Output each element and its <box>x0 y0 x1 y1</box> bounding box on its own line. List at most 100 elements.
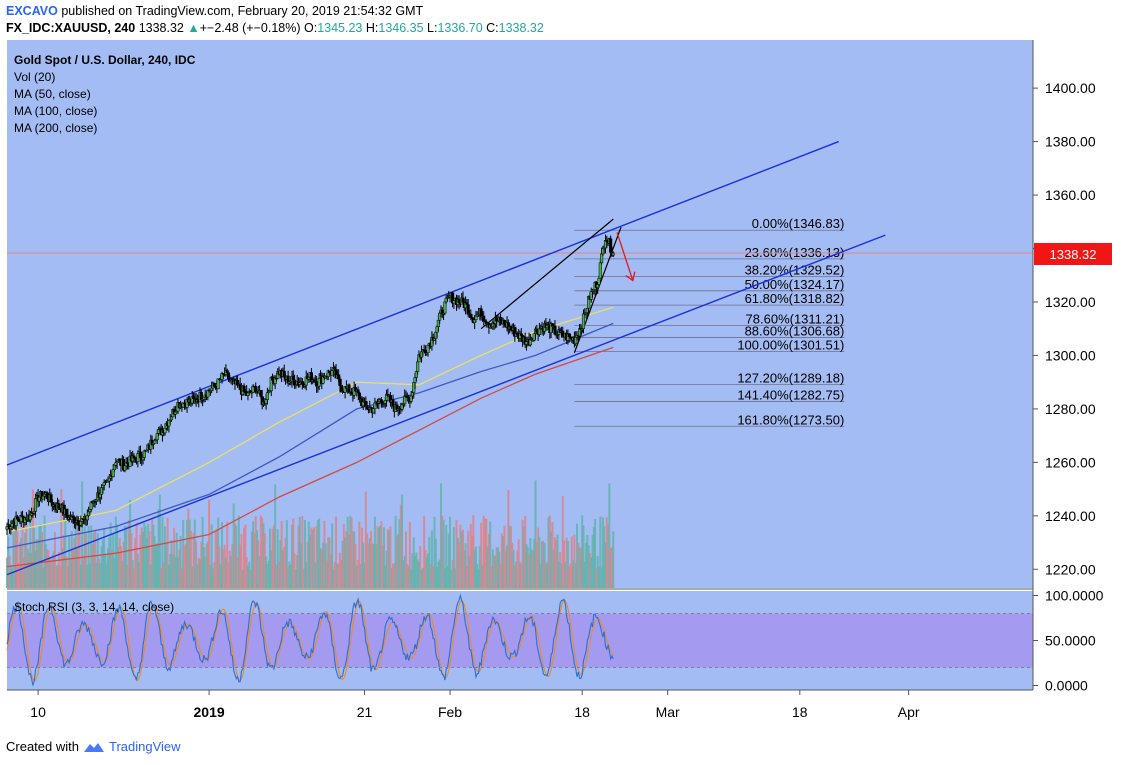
fibonacci-levels[interactable]: 0.00%(1346.83)23.60%(1336.13)38.20%(1329… <box>7 216 1033 427</box>
volume-bar <box>559 551 562 588</box>
volume-bar <box>310 527 313 588</box>
volume-bar <box>236 557 239 588</box>
volume-bar <box>410 568 413 588</box>
volume-bar <box>546 563 549 588</box>
volume-bar <box>573 534 576 588</box>
footer: Created with TradingView <box>6 739 181 754</box>
volume-bar <box>125 526 128 588</box>
volume-bar <box>436 566 439 588</box>
volume-bar <box>328 537 331 588</box>
stoch-tick-label: 50.0000 <box>1045 633 1096 649</box>
main-pane-background <box>7 40 1033 588</box>
publish-line: EXCAVO published on TradingView.com, Feb… <box>6 4 423 18</box>
volume-bar <box>51 554 54 588</box>
volume-bar <box>551 522 554 588</box>
fib-level-label: 161.80%(1273.50) <box>737 412 844 427</box>
volume-bar <box>486 546 489 588</box>
volume-bar <box>149 564 152 588</box>
volume-bar <box>451 560 454 588</box>
volume-bar <box>50 561 53 588</box>
volume-bar <box>217 517 220 588</box>
volume-bar <box>419 546 422 588</box>
volume-bar <box>399 504 402 588</box>
volume-bar <box>77 530 80 588</box>
volume-bar <box>609 548 612 588</box>
volume-bar <box>375 543 378 588</box>
volume-bar <box>594 519 597 588</box>
volume-bar <box>460 531 463 588</box>
volume-bar <box>218 546 221 588</box>
volume-bar <box>533 538 536 588</box>
volume-bar <box>301 516 304 588</box>
volume-bar <box>116 524 119 588</box>
volume-bar <box>478 546 481 588</box>
volume-bar <box>335 516 338 588</box>
volume-bars <box>6 480 615 588</box>
volume-bar <box>489 521 492 588</box>
volume-bar <box>450 569 453 588</box>
volume-bar <box>380 521 383 588</box>
volume-bar <box>28 552 31 588</box>
volume-bar <box>293 553 296 588</box>
volume-bar <box>403 555 406 588</box>
volume-bar <box>570 536 573 588</box>
volume-bar <box>517 539 520 588</box>
volume-bar <box>165 544 168 588</box>
volume-bar <box>122 541 125 588</box>
volume-bar <box>221 522 224 588</box>
volume-bar <box>65 556 68 588</box>
volume-bar <box>245 557 248 588</box>
volume-bar <box>612 531 615 588</box>
volume-bar <box>40 532 43 588</box>
volume-bar <box>360 527 363 588</box>
volume-bar <box>70 530 73 588</box>
fib-level-label: 78.60%(1311.21) <box>746 311 845 326</box>
volume-bar <box>280 521 283 588</box>
volume-bar <box>302 568 305 588</box>
volume-bar <box>348 534 350 588</box>
volume-bar <box>246 566 249 588</box>
volume-bar <box>180 568 183 588</box>
volume-bar <box>596 556 599 588</box>
volume-bar <box>283 546 286 588</box>
volume-bar <box>468 555 471 588</box>
volume-bar <box>515 561 518 588</box>
tradingview-brand[interactable]: TradingView <box>108 739 181 754</box>
volume-bar <box>480 522 483 588</box>
open-value: 1345.23 <box>317 21 363 35</box>
volume-bar <box>156 543 159 588</box>
author-name[interactable]: EXCAVO <box>6 4 58 18</box>
volume-bar <box>158 494 161 588</box>
volume-bar <box>175 532 178 588</box>
volume-bar <box>355 565 358 588</box>
volume-bar <box>373 516 376 588</box>
volume-bar <box>467 530 470 588</box>
volume-bar <box>323 520 326 588</box>
volume-bar <box>601 517 604 588</box>
volume-bar <box>265 556 268 588</box>
price-chart-svg[interactable]: 0.00%(1346.83)23.60%(1336.13)38.20%(1329… <box>0 40 1128 735</box>
volume-bar <box>123 525 126 588</box>
volume-bar <box>420 569 423 588</box>
volume-bar <box>279 540 282 588</box>
candle-body <box>169 416 174 421</box>
volume-bar <box>112 533 115 588</box>
volume-bar <box>173 527 176 588</box>
volume-bar <box>485 518 488 588</box>
volume-bar <box>187 508 190 588</box>
chart-area[interactable]: 0.00%(1346.83)23.60%(1336.13)38.20%(1329… <box>0 40 1128 735</box>
volume-bar <box>193 519 196 588</box>
volume-bar <box>325 560 328 588</box>
volume-bar <box>167 564 170 588</box>
created-with-label: Created with <box>6 739 79 754</box>
volume-bar <box>353 531 356 588</box>
volume-bar <box>577 543 580 588</box>
volume-bar <box>9 564 12 588</box>
volume-bar <box>72 550 75 588</box>
volume-bar <box>96 533 99 588</box>
volume-bar <box>126 564 129 588</box>
volume-bar <box>428 536 431 588</box>
volume-bar <box>493 555 496 588</box>
volume-bar <box>20 537 23 588</box>
high-label: H: <box>365 21 379 35</box>
